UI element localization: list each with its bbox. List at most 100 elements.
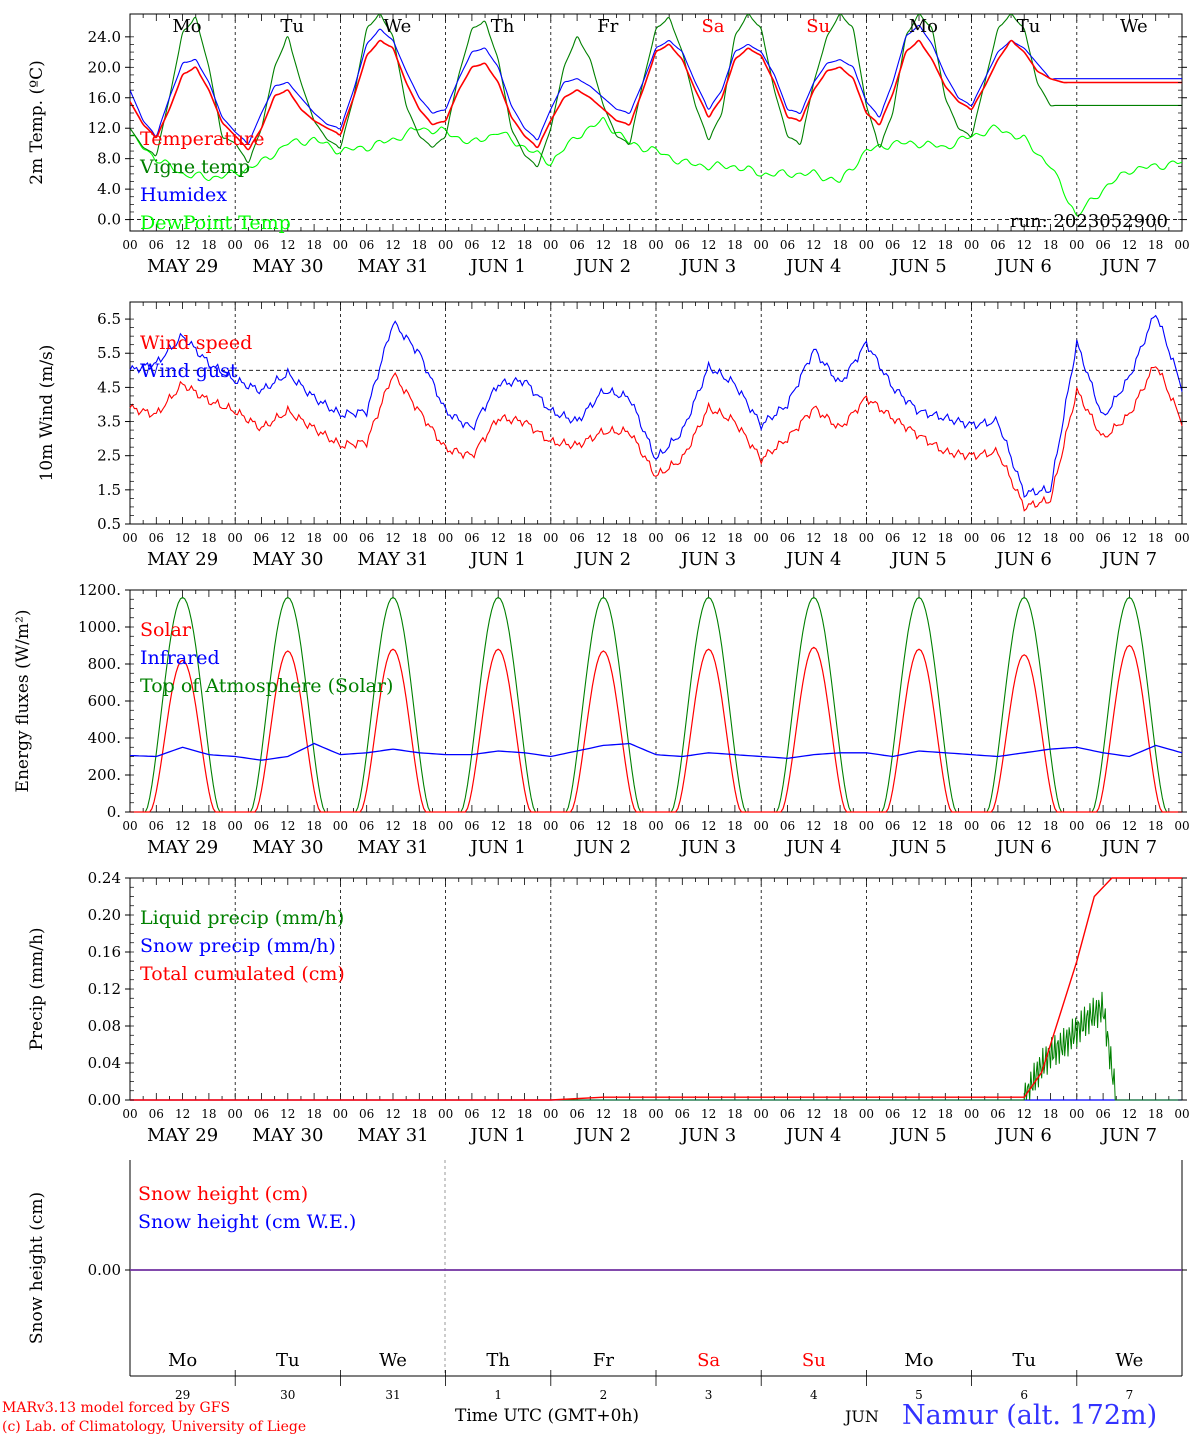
hour-tick-label: 06	[149, 531, 164, 545]
date-label: JUN 3	[679, 1125, 736, 1146]
hour-tick-label: 00	[438, 531, 453, 545]
day-number-label: 5	[915, 1388, 923, 1402]
hour-tick-label: 06	[359, 531, 374, 545]
weekday-label: Th	[491, 16, 515, 37]
hour-tick-label: 00	[754, 1107, 769, 1121]
hour-tick-label: 18	[832, 819, 847, 833]
y-axis-title: Snow height (cm)	[27, 1192, 47, 1344]
hour-tick-label: 18	[938, 531, 953, 545]
date-label: JUN 7	[1100, 1125, 1157, 1146]
hour-tick-label: 18	[306, 1107, 321, 1121]
hour-tick-label: 00	[438, 1107, 453, 1121]
copyright-credit: (c) Lab. of Climatology, University of L…	[2, 1419, 307, 1435]
weekday-label: We	[1120, 16, 1148, 37]
hour-tick-label: 18	[938, 238, 953, 252]
hour-tick-label: 00	[1174, 531, 1189, 545]
y-axis-title: Precip (mm/h)	[27, 927, 47, 1050]
hour-tick-label: 12	[596, 238, 611, 252]
hour-tick-label: 18	[622, 819, 637, 833]
legend-entry: Liquid precip (mm/h)	[140, 907, 344, 929]
hour-tick-label: 12	[280, 238, 295, 252]
hour-tick-label: 00	[648, 238, 663, 252]
hour-tick-label: 00	[754, 238, 769, 252]
date-label: JUN 2	[574, 1125, 631, 1146]
weekday-label-bottom: Sa	[697, 1350, 720, 1371]
date-label: JUN 2	[574, 837, 631, 858]
hour-tick-label: 06	[885, 238, 900, 252]
weekday-label: Mo	[909, 16, 938, 37]
hour-tick-label: 00	[438, 819, 453, 833]
series-line-vigne-temp	[130, 14, 1182, 168]
hour-tick-label: 06	[359, 819, 374, 833]
hour-tick-label: 00	[1069, 531, 1084, 545]
hour-tick-label: 12	[596, 819, 611, 833]
date-label: MAY 31	[357, 256, 428, 277]
weekday-label-bottom: We	[379, 1350, 407, 1371]
hour-tick-label: 12	[491, 531, 506, 545]
hour-tick-label: 06	[569, 238, 584, 252]
hour-tick-label: 12	[806, 238, 821, 252]
hour-tick-label: 00	[122, 819, 137, 833]
day-number-label: 29	[175, 1388, 190, 1402]
weekday-label: Mo	[172, 16, 201, 37]
hour-tick-label: 12	[280, 531, 295, 545]
hour-tick-label: 18	[1148, 819, 1163, 833]
hour-tick-label: 12	[701, 819, 716, 833]
date-label: JUN 7	[1100, 256, 1157, 277]
hour-tick-label: 00	[859, 238, 874, 252]
hour-tick-label: 06	[359, 238, 374, 252]
hour-tick-label: 18	[1043, 1107, 1058, 1121]
y-tick-label: 2.5	[97, 447, 121, 465]
hour-tick-label: 12	[385, 1107, 400, 1121]
hour-tick-label: 00	[964, 1107, 979, 1121]
hour-tick-label: 06	[149, 819, 164, 833]
hour-tick-label: 00	[754, 819, 769, 833]
day-number-label: 2	[600, 1388, 608, 1402]
hour-tick-label: 06	[464, 238, 479, 252]
date-label: JUN 5	[889, 256, 946, 277]
hour-tick-label: 00	[122, 238, 137, 252]
date-label: MAY 30	[252, 837, 323, 858]
y-axis-title: Energy fluxes (W/m²)	[13, 610, 33, 793]
date-label: JUN 2	[574, 256, 631, 277]
hour-tick-label: 12	[491, 819, 506, 833]
hour-tick-label: 18	[622, 238, 637, 252]
legend-entry: Top of Atmosphere (Solar)	[140, 675, 393, 697]
weekday-label-bottom: Tu	[276, 1350, 300, 1371]
hour-tick-label: 00	[122, 1107, 137, 1121]
hour-tick-label: 06	[675, 531, 690, 545]
hour-tick-label: 12	[280, 819, 295, 833]
date-label: JUN 2	[574, 549, 631, 570]
hour-tick-label: 00	[1069, 238, 1084, 252]
hour-tick-label: 00	[122, 531, 137, 545]
y-tick-label: 12.0	[88, 119, 121, 137]
hour-tick-label: 06	[149, 1107, 164, 1121]
y-tick-label: 0.5	[97, 515, 121, 533]
day-number-label: 1	[494, 1388, 502, 1402]
y-tick-label: 20.0	[88, 58, 121, 76]
hour-tick-label: 18	[727, 238, 742, 252]
series-line-wind-speed	[129, 366, 1183, 512]
hour-tick-label: 12	[806, 1107, 821, 1121]
hour-tick-label: 18	[201, 238, 216, 252]
hour-tick-label: 06	[675, 1107, 690, 1121]
day-number-label: 7	[1126, 1388, 1134, 1402]
hour-tick-label: 06	[885, 1107, 900, 1121]
hour-tick-label: 12	[175, 819, 190, 833]
hour-tick-label: 18	[201, 531, 216, 545]
legend-entry: DewPoint Temp	[140, 212, 291, 234]
date-label: MAY 30	[252, 549, 323, 570]
hour-tick-label: 06	[569, 531, 584, 545]
legend-entry: Wind speed	[140, 332, 252, 354]
weekday-label-bottom: We	[1116, 1350, 1144, 1371]
hour-tick-label: 12	[911, 531, 926, 545]
hour-tick-label: 00	[754, 531, 769, 545]
date-label: JUN 1	[469, 549, 526, 570]
hour-tick-label: 18	[201, 819, 216, 833]
weekday-label: Tu	[280, 16, 304, 37]
y-tick-label: 4.5	[97, 378, 121, 396]
hour-tick-label: 00	[1174, 238, 1189, 252]
legend-entry: Wind gust	[140, 360, 238, 382]
hour-tick-label: 06	[885, 531, 900, 545]
hour-tick-label: 18	[832, 1107, 847, 1121]
